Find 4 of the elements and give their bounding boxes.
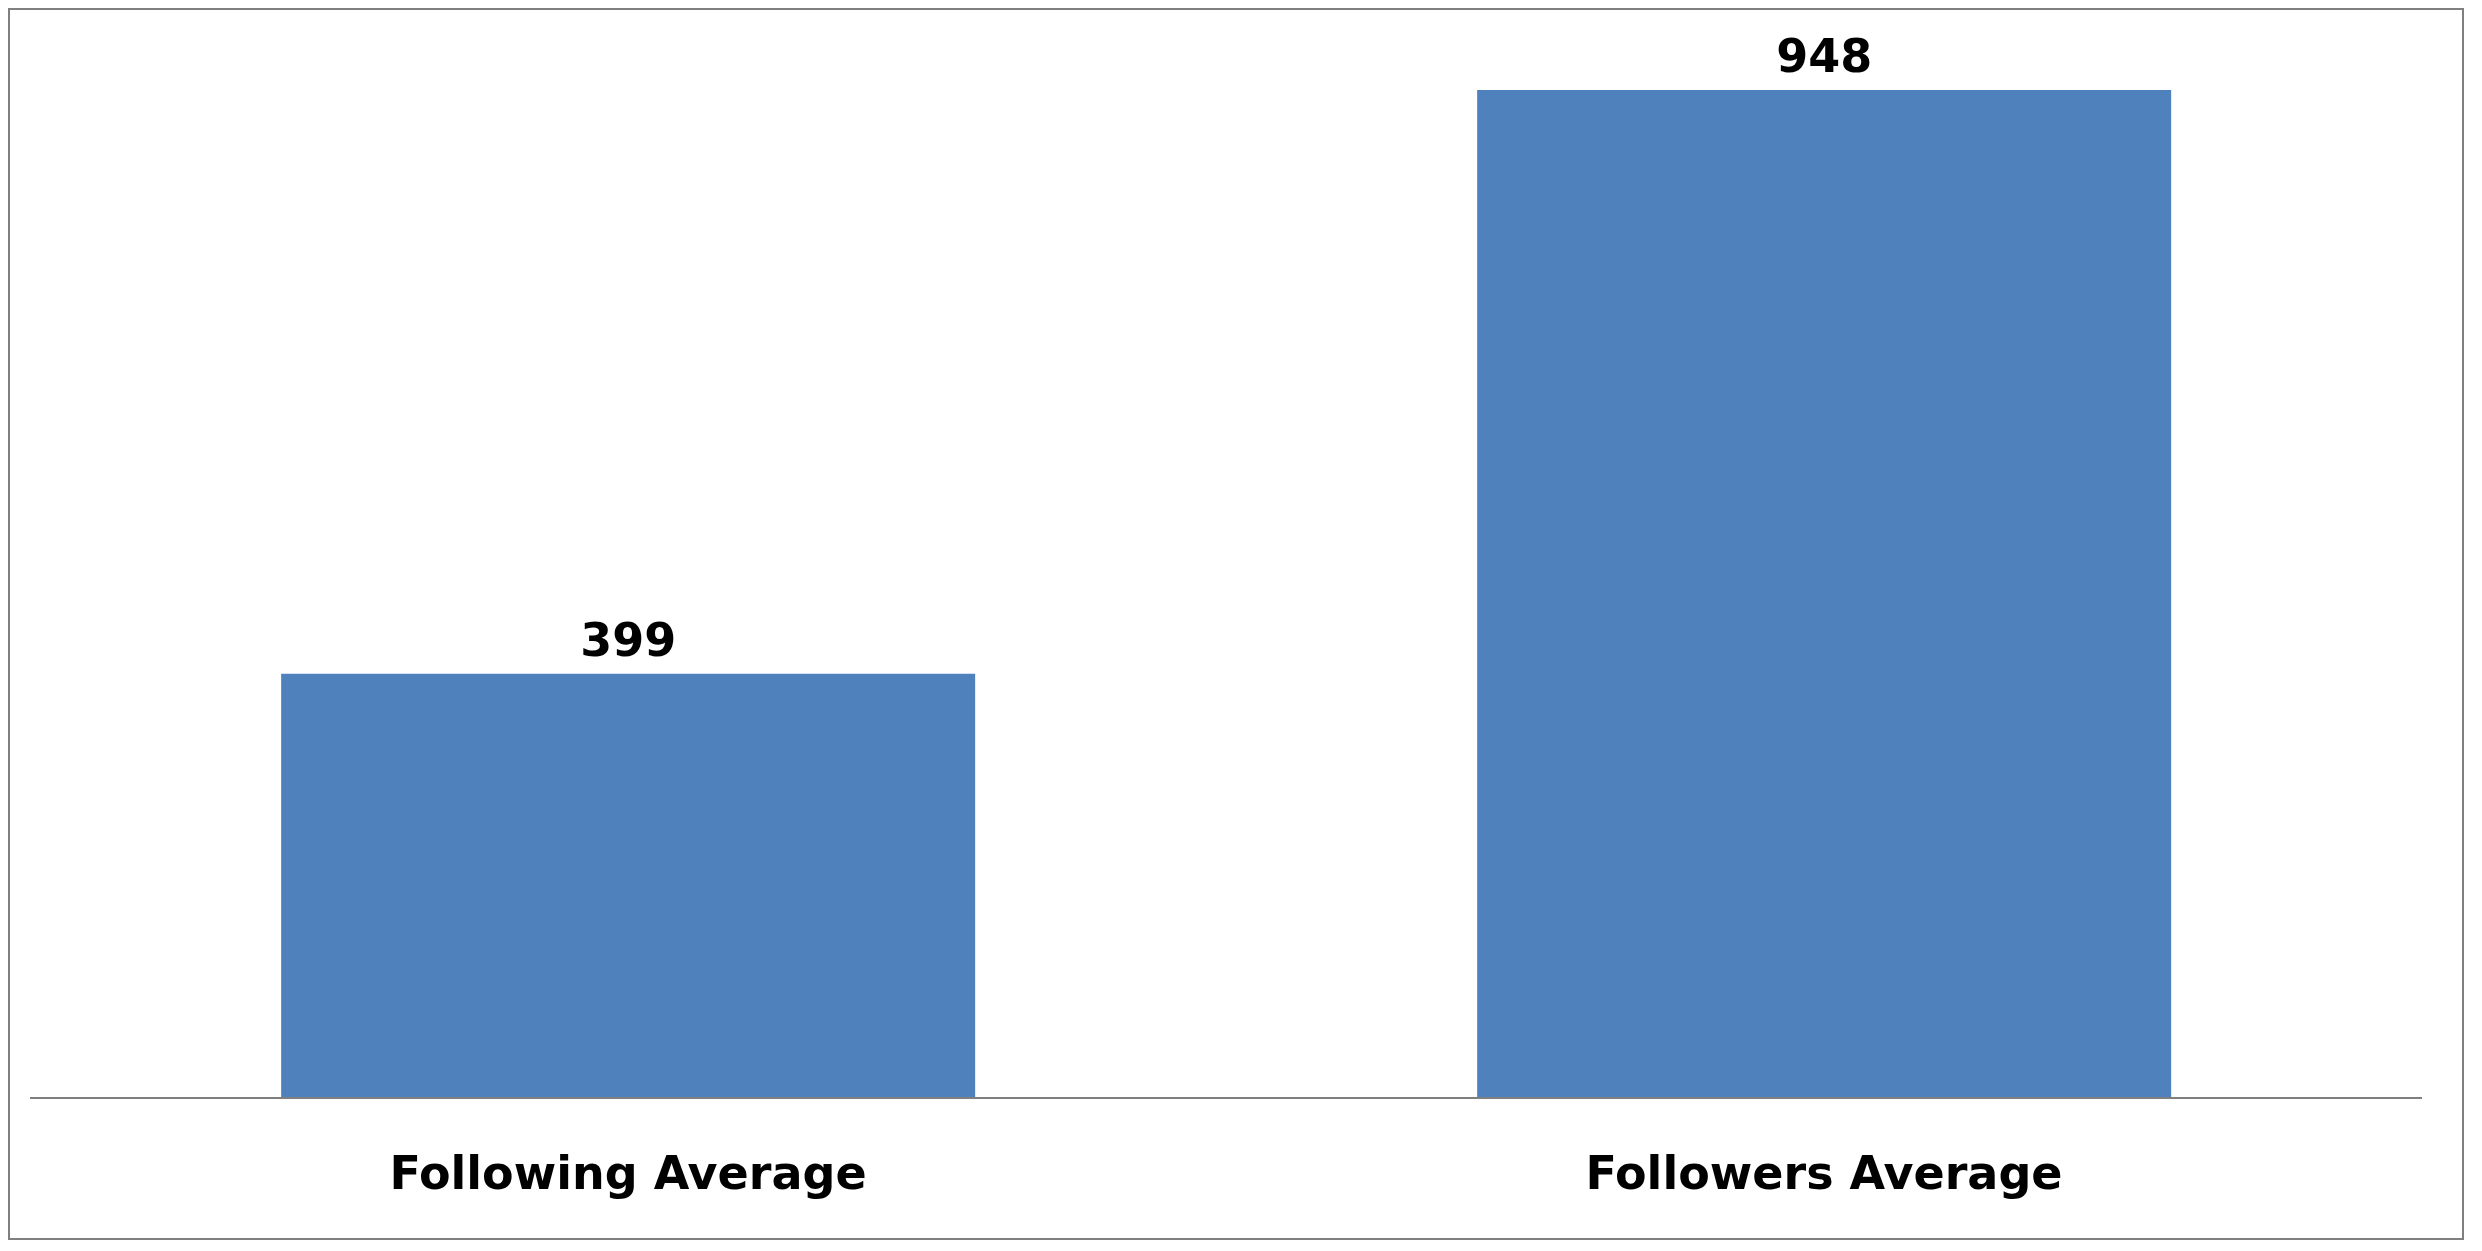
x-tick-label: Following Average: [389, 1145, 867, 1200]
data-label: 948: [1776, 29, 1873, 83]
x-tick-label: Followers Average: [1585, 1145, 2063, 1200]
data-label: 399: [580, 612, 677, 667]
